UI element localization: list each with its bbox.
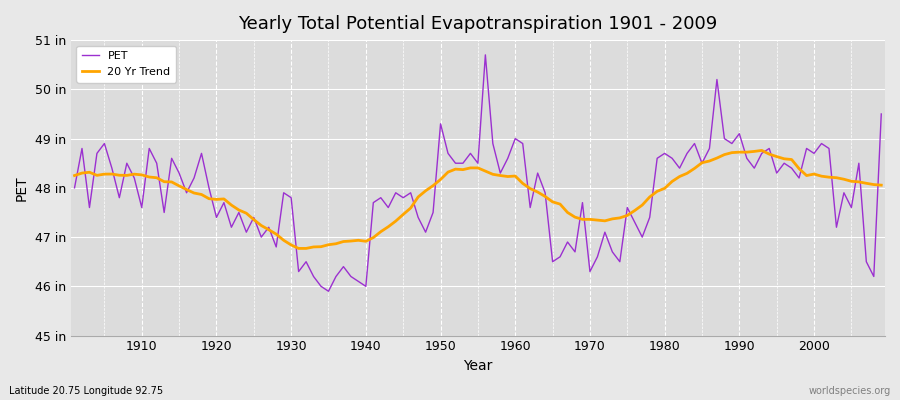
Legend: PET, 20 Yr Trend: PET, 20 Yr Trend bbox=[76, 46, 176, 82]
20 Yr Trend bbox=[607, 216, 617, 221]
20 Yr Trend bbox=[69, 173, 80, 178]
20 Yr Trend bbox=[301, 246, 311, 251]
20 Yr Trend bbox=[756, 148, 767, 153]
20 Yr Trend bbox=[129, 172, 140, 176]
PET bbox=[346, 274, 356, 279]
20 Yr Trend bbox=[518, 181, 528, 186]
PET bbox=[129, 176, 140, 180]
20 Yr Trend bbox=[346, 239, 356, 244]
20 Yr Trend bbox=[876, 183, 886, 188]
20 Yr Trend bbox=[293, 246, 304, 251]
PET bbox=[323, 289, 334, 294]
PET bbox=[69, 186, 80, 190]
PET bbox=[615, 259, 626, 264]
Text: worldspecies.org: worldspecies.org bbox=[809, 386, 891, 396]
PET bbox=[293, 269, 304, 274]
Line: 20 Yr Trend: 20 Yr Trend bbox=[75, 150, 881, 248]
Title: Yearly Total Potential Evapotranspiration 1901 - 2009: Yearly Total Potential Evapotranspiratio… bbox=[238, 15, 717, 33]
PET bbox=[480, 52, 491, 57]
Line: PET: PET bbox=[75, 55, 881, 291]
PET bbox=[525, 205, 535, 210]
X-axis label: Year: Year bbox=[464, 359, 492, 373]
PET bbox=[518, 141, 528, 146]
Y-axis label: PET: PET bbox=[15, 175, 29, 201]
Text: Latitude 20.75 Longitude 92.75: Latitude 20.75 Longitude 92.75 bbox=[9, 386, 163, 396]
PET bbox=[876, 112, 886, 116]
20 Yr Trend bbox=[509, 174, 520, 178]
